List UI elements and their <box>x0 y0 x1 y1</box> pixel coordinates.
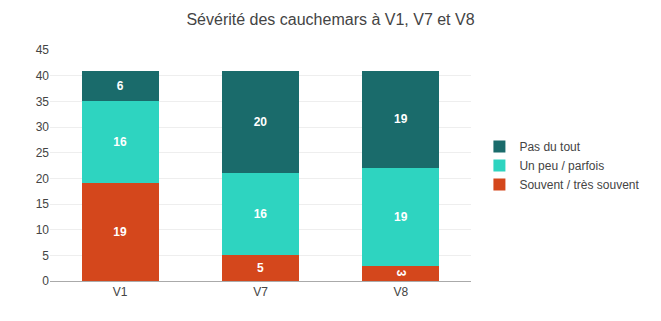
svg-text:25: 25 <box>36 146 50 160</box>
svg-text:V8: V8 <box>393 285 408 299</box>
svg-text:V7: V7 <box>253 285 268 299</box>
svg-text:30: 30 <box>36 120 50 134</box>
svg-text:10: 10 <box>36 223 50 237</box>
svg-text:19: 19 <box>394 112 408 126</box>
svg-text:3: 3 <box>394 270 408 277</box>
svg-text:20: 20 <box>254 115 268 129</box>
svg-text:0: 0 <box>42 274 49 288</box>
svg-text:16: 16 <box>254 207 268 221</box>
svg-text:19: 19 <box>113 225 127 239</box>
svg-text:Souvent / très souvent: Souvent / très souvent <box>519 178 639 192</box>
svg-text:6: 6 <box>117 79 124 93</box>
svg-text:5: 5 <box>42 249 49 263</box>
svg-text:35: 35 <box>36 95 50 109</box>
svg-text:Sévérité des cauchemars à V1,: Sévérité des cauchemars à V1, V7 et V8 <box>186 11 474 28</box>
svg-text:15: 15 <box>36 197 50 211</box>
svg-text:45: 45 <box>36 43 50 57</box>
svg-text:19: 19 <box>394 210 408 224</box>
svg-text:20: 20 <box>36 172 50 186</box>
svg-text:16: 16 <box>113 135 127 149</box>
svg-text:40: 40 <box>36 69 50 83</box>
svg-text:V1: V1 <box>113 285 128 299</box>
svg-text:Un peu / parfois: Un peu / parfois <box>519 159 604 173</box>
svg-text:Pas du tout: Pas du tout <box>519 140 580 154</box>
svg-text:5: 5 <box>257 261 264 275</box>
